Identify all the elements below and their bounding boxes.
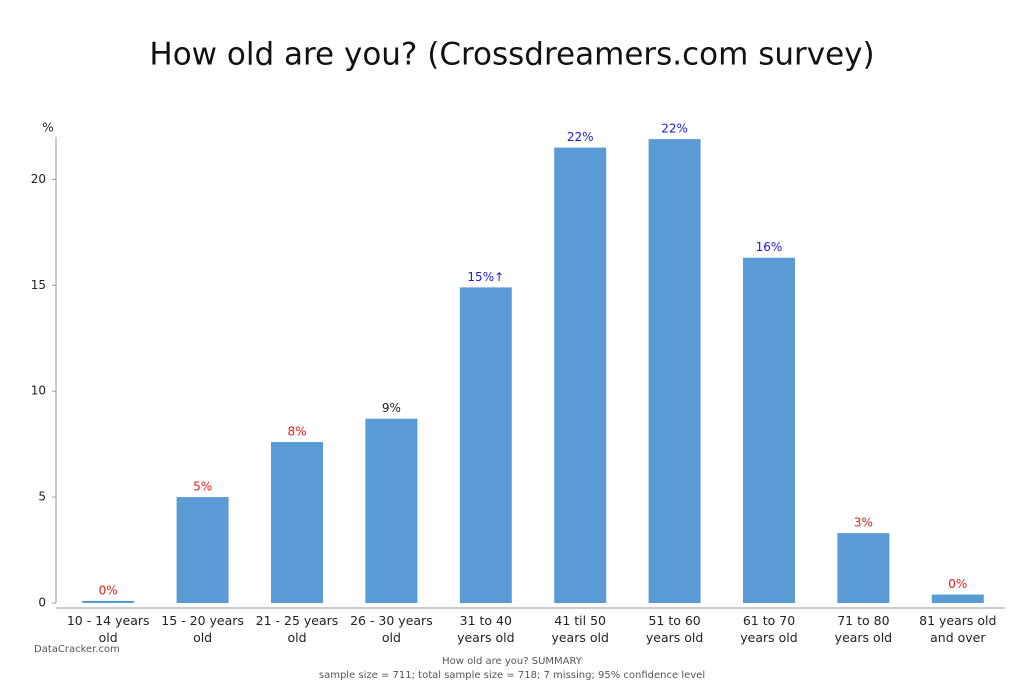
x-tick-label: 21 - 25 years old xyxy=(255,613,339,645)
bar xyxy=(459,287,512,603)
value-label: 16% xyxy=(756,240,783,254)
x-tick-label: 51 to 60 years old xyxy=(645,613,704,645)
y-tick-label: 20 xyxy=(31,172,46,186)
value-label: 22% xyxy=(661,122,688,136)
bar xyxy=(554,147,607,603)
x-tick-label: 15 - 20 years old xyxy=(161,613,244,645)
x-tick-label: 61 to 70 years old xyxy=(740,613,798,645)
x-tick-label: 26 - 30 years old xyxy=(350,613,433,645)
footer-note: sample size = 711; total sample size = 7… xyxy=(318,670,706,681)
x-tick-label: 71 to 80 years old xyxy=(834,613,893,645)
x-tick-label: 31 to 40 years old xyxy=(457,613,515,645)
bar xyxy=(82,600,135,603)
y-axis-label: % xyxy=(42,121,53,135)
value-label: 5% xyxy=(193,480,212,494)
footer-title: How old are you? SUMMARY xyxy=(442,656,582,667)
value-label: 8% xyxy=(287,425,306,439)
bar xyxy=(648,139,701,604)
x-tick-label: 41 til 50 years old xyxy=(551,613,609,645)
chart-title: How old are you? (Crossdreamers.com surv… xyxy=(149,37,874,73)
bar xyxy=(365,418,418,603)
value-label: 22% xyxy=(567,130,594,144)
bar xyxy=(931,594,984,603)
bar xyxy=(837,533,890,603)
x-tick-label: 10 - 14 years old xyxy=(66,613,150,645)
value-label: 0% xyxy=(99,583,118,597)
value-label: 9% xyxy=(382,401,401,415)
value-label: 0% xyxy=(948,577,967,591)
bar xyxy=(176,497,229,603)
y-tick-label: 10 xyxy=(31,384,46,398)
value-label: 15%↑ xyxy=(467,270,504,284)
bar xyxy=(743,257,795,603)
y-tick-label: 5 xyxy=(38,490,46,504)
y-tick-label: 15 xyxy=(31,278,46,292)
y-tick-label: 0 xyxy=(38,596,46,610)
x-tick-label: 81 years old and over xyxy=(919,613,997,645)
bar xyxy=(271,442,323,603)
value-label: 3% xyxy=(854,516,873,530)
source: DataCracker.com xyxy=(34,644,120,655)
